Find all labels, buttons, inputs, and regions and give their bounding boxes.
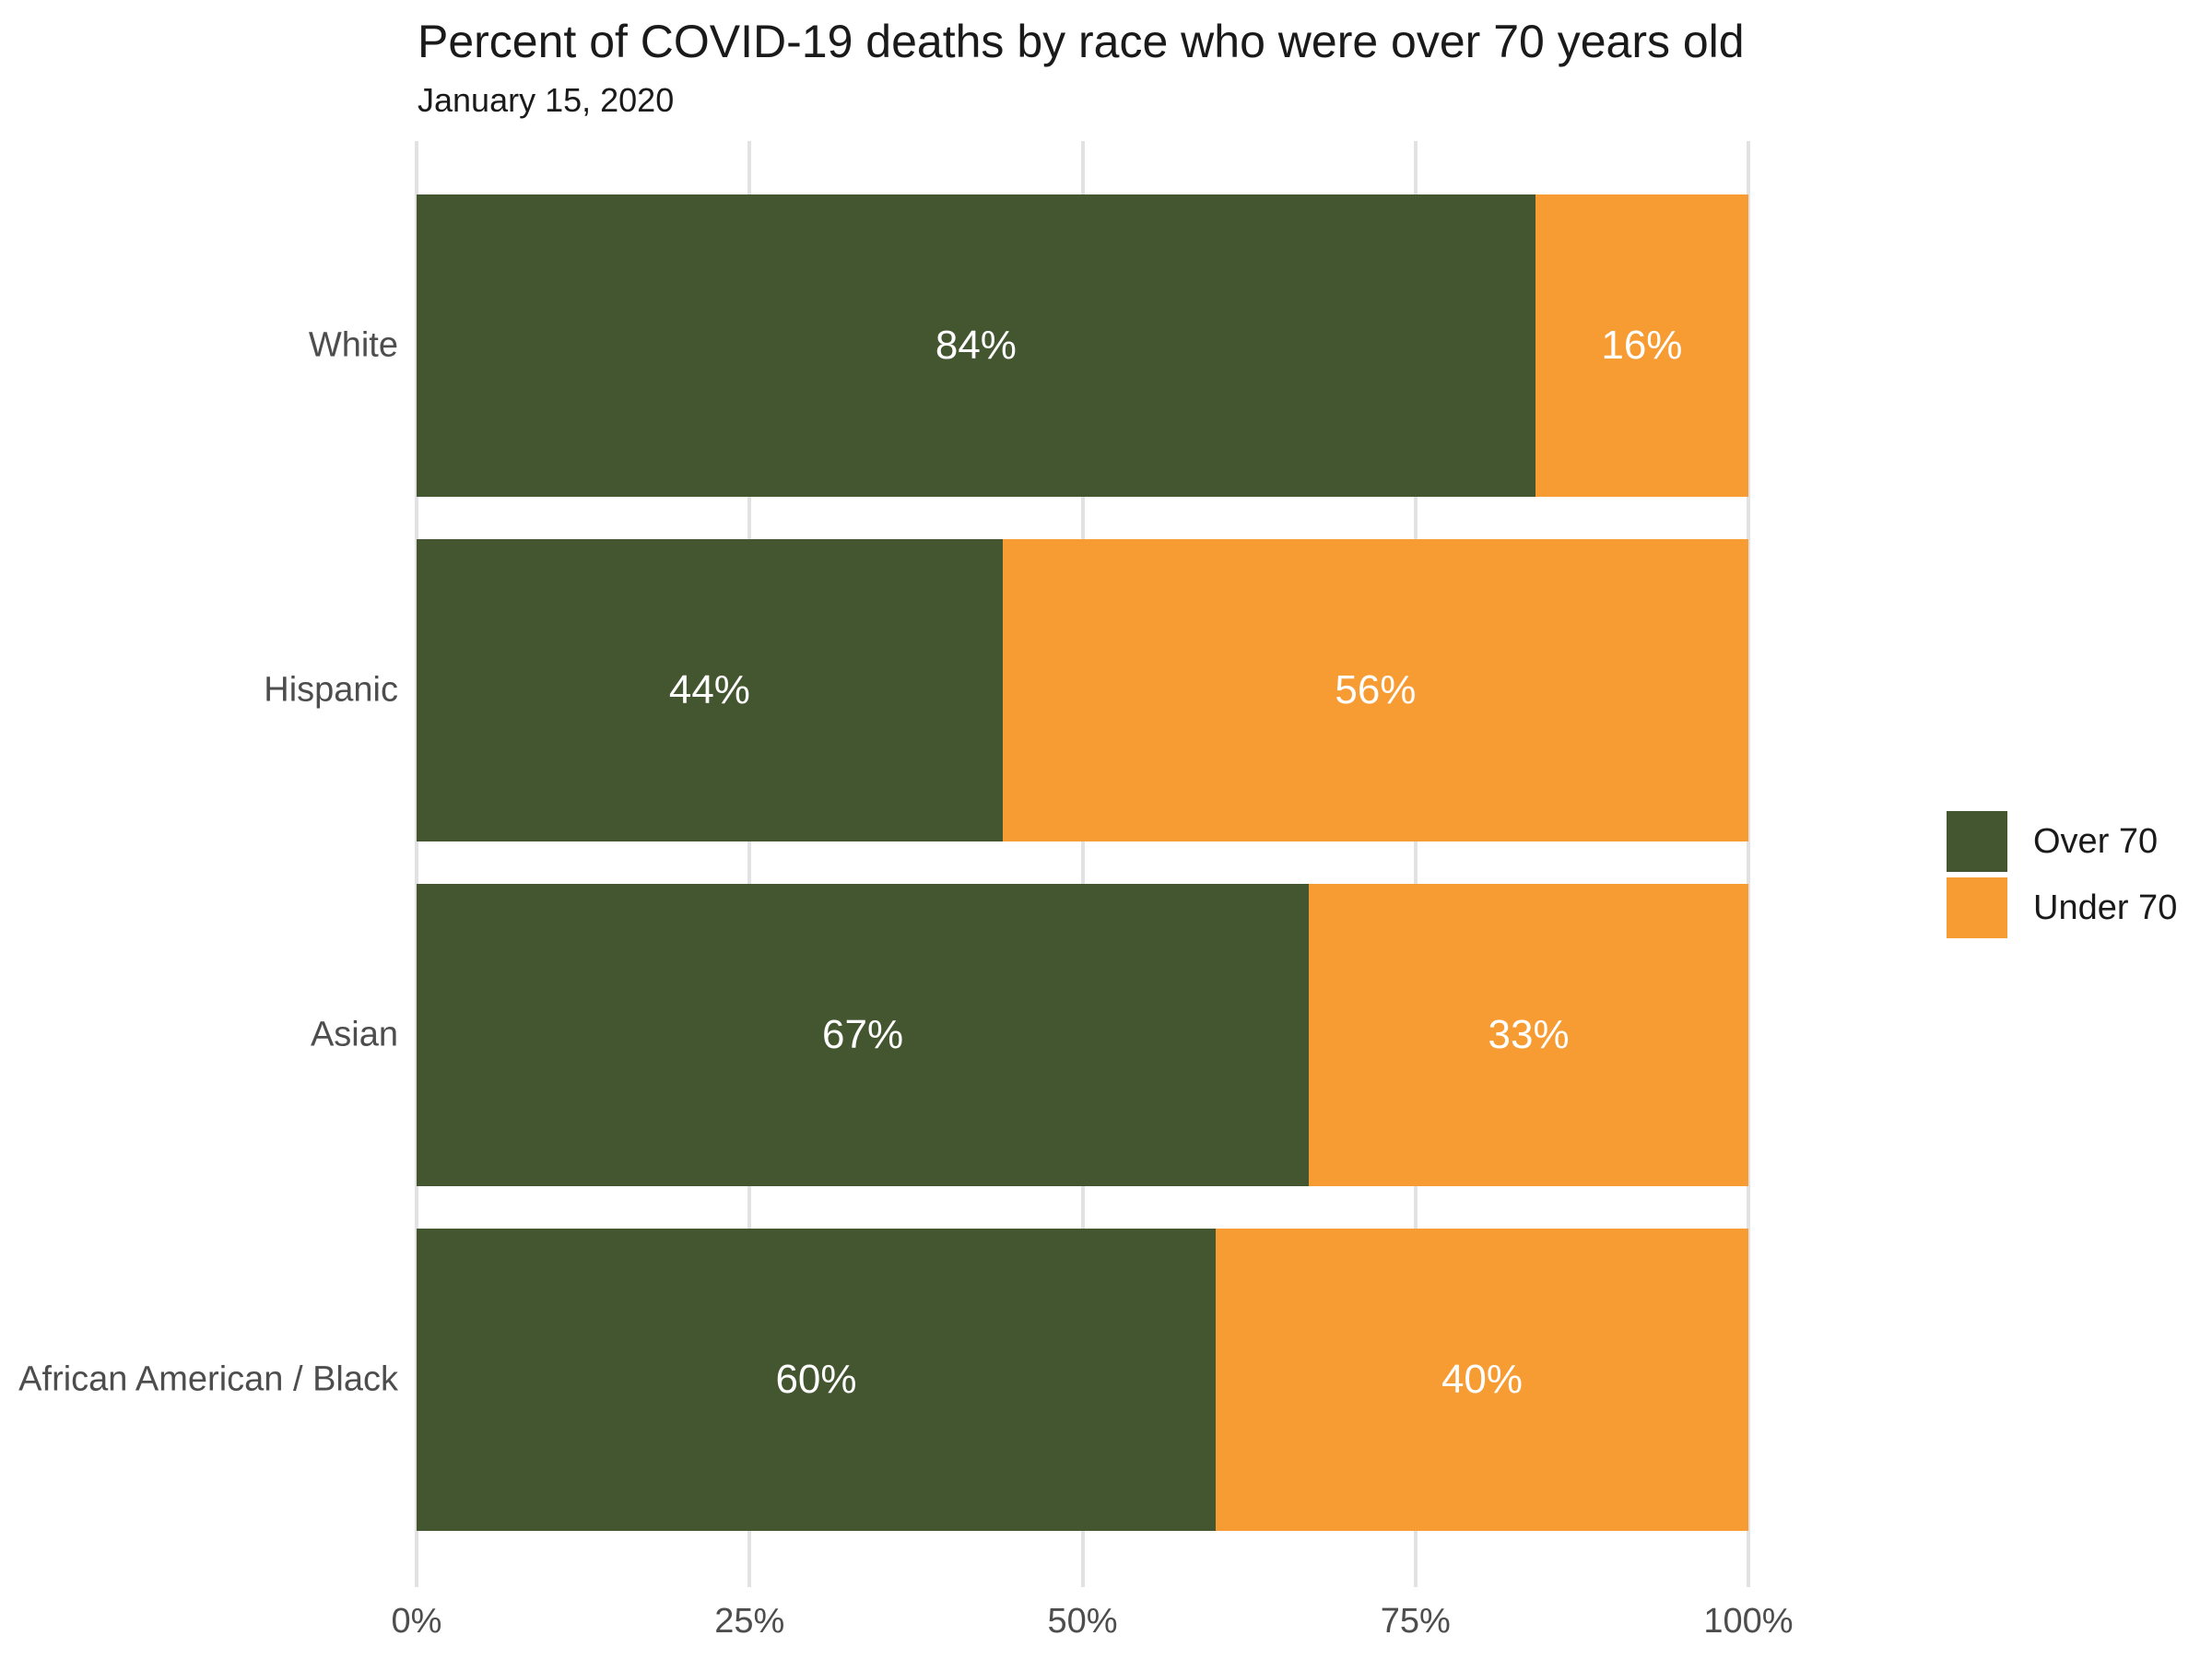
plot-panel: 84% 16% 44% 56% 67% 33% 60% 40% xyxy=(415,141,1750,1587)
legend: Over 70 Under 70 xyxy=(1947,811,2177,938)
legend-item: Under 70 xyxy=(1947,877,2177,938)
category-label: Asian xyxy=(310,1015,398,1054)
gridline xyxy=(1080,141,1085,1587)
bar-segment-under70: 33% xyxy=(1309,884,1748,1186)
legend-swatch-over70-icon xyxy=(1947,811,2007,872)
legend-swatch-under70-icon xyxy=(1947,877,2007,938)
bar-segment-over70: 67% xyxy=(417,884,1310,1186)
chart-title: Percent of COVID-19 deaths by race who w… xyxy=(418,16,1745,67)
x-tick-label: 100% xyxy=(1703,1602,1794,1641)
bar-row: 60% 40% xyxy=(417,1229,1748,1531)
legend-label: Over 70 xyxy=(2033,821,2159,861)
bar-value-label: 60% xyxy=(775,1357,857,1402)
bar-value-label: 56% xyxy=(1335,667,1417,712)
bar-value-label: 33% xyxy=(1488,1012,1570,1057)
gridline xyxy=(1747,141,1750,1587)
x-tick-label: 75% xyxy=(1380,1602,1451,1641)
category-label: Hispanic xyxy=(264,670,398,710)
x-tick-label: 0% xyxy=(391,1602,442,1641)
bar-segment-over70: 84% xyxy=(417,194,1535,497)
legend-item: Over 70 xyxy=(1947,811,2177,872)
bar-row: 44% 56% xyxy=(417,539,1748,841)
bar-value-label: 40% xyxy=(1441,1357,1524,1402)
bar-row: 84% 16% xyxy=(417,194,1748,497)
bar-segment-under70: 40% xyxy=(1216,1229,1748,1531)
category-label: African American / Black xyxy=(18,1359,398,1399)
bar-value-label: 67% xyxy=(822,1012,904,1057)
bar-value-label: 44% xyxy=(668,667,750,712)
legend-label: Under 70 xyxy=(2033,888,2178,927)
gridline xyxy=(415,141,418,1587)
bar-value-label: 16% xyxy=(1601,323,1683,368)
chart-subtitle: January 15, 2020 xyxy=(418,81,675,119)
gridline xyxy=(1413,141,1418,1587)
x-tick-label: 25% xyxy=(714,1602,785,1641)
bar-segment-under70: 16% xyxy=(1535,194,1748,497)
bar-row: 67% 33% xyxy=(417,884,1748,1186)
bar-segment-over70: 44% xyxy=(417,539,1003,841)
gridline xyxy=(747,141,752,1587)
category-label: White xyxy=(308,325,398,365)
bar-value-label: 84% xyxy=(935,323,1017,368)
bar-segment-over70: 60% xyxy=(417,1229,1216,1531)
x-tick-label: 50% xyxy=(1047,1602,1118,1641)
bar-segment-under70: 56% xyxy=(1002,539,1748,841)
